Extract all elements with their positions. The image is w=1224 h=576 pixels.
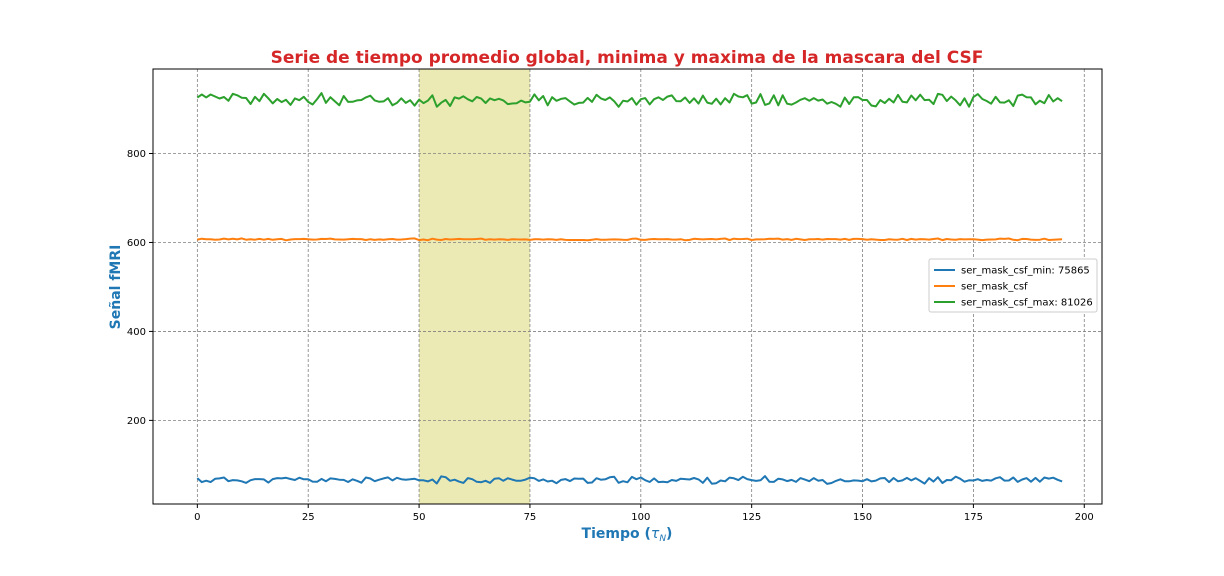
y-axis-title: Señal fMRI	[108, 245, 124, 330]
y-tick-label: 200	[127, 416, 146, 427]
x-tick-label: 0	[194, 512, 200, 523]
highlight-region	[419, 69, 530, 504]
legend-label: ser_mask_csf_max: 81026	[961, 298, 1093, 309]
x-tick-label: 150	[853, 512, 872, 523]
x-axis-title-main: Tiempo (	[582, 526, 651, 542]
series-line	[196, 475, 1063, 485]
x-tick-label: 100	[631, 512, 650, 523]
y-tick-label: 600	[127, 238, 146, 249]
x-axis-title-symbol: τ	[651, 526, 660, 542]
legend-label: ser_mask_csf_min: 75865	[961, 266, 1090, 277]
x-tick-label: 75	[524, 512, 537, 523]
x-tick-label: 25	[302, 512, 315, 523]
y-tick-label: 800	[127, 149, 146, 160]
y-axis: 200 400 600 800	[127, 149, 153, 427]
legend: ser_mask_csf_min: 75865 ser_mask_csf ser_m…	[928, 258, 1098, 313]
x-tick-label: 175	[964, 512, 983, 523]
y-tick-label: 400	[127, 327, 146, 338]
x-tick-label: 50	[413, 512, 426, 523]
legend-label: ser_mask_csf	[961, 282, 1028, 293]
series-layer	[196, 92, 1063, 485]
legend-box	[928, 258, 1098, 313]
x-axis: 0 25 50 75 100 125 150 175 200	[194, 504, 1094, 523]
series-line	[196, 92, 1063, 108]
chart-title: Serie de tiempo promedio global, minima …	[271, 48, 984, 68]
plot-frame	[152, 68, 1103, 505]
x-tick-label: 125	[742, 512, 761, 523]
x-axis-title-close: )	[666, 526, 672, 542]
x-axis-title: Tiempo (τN)	[582, 526, 673, 544]
x-tick-label: 200	[1075, 512, 1094, 523]
x-axis-title-subscript: N	[659, 534, 666, 544]
series-line	[197, 237, 1063, 242]
